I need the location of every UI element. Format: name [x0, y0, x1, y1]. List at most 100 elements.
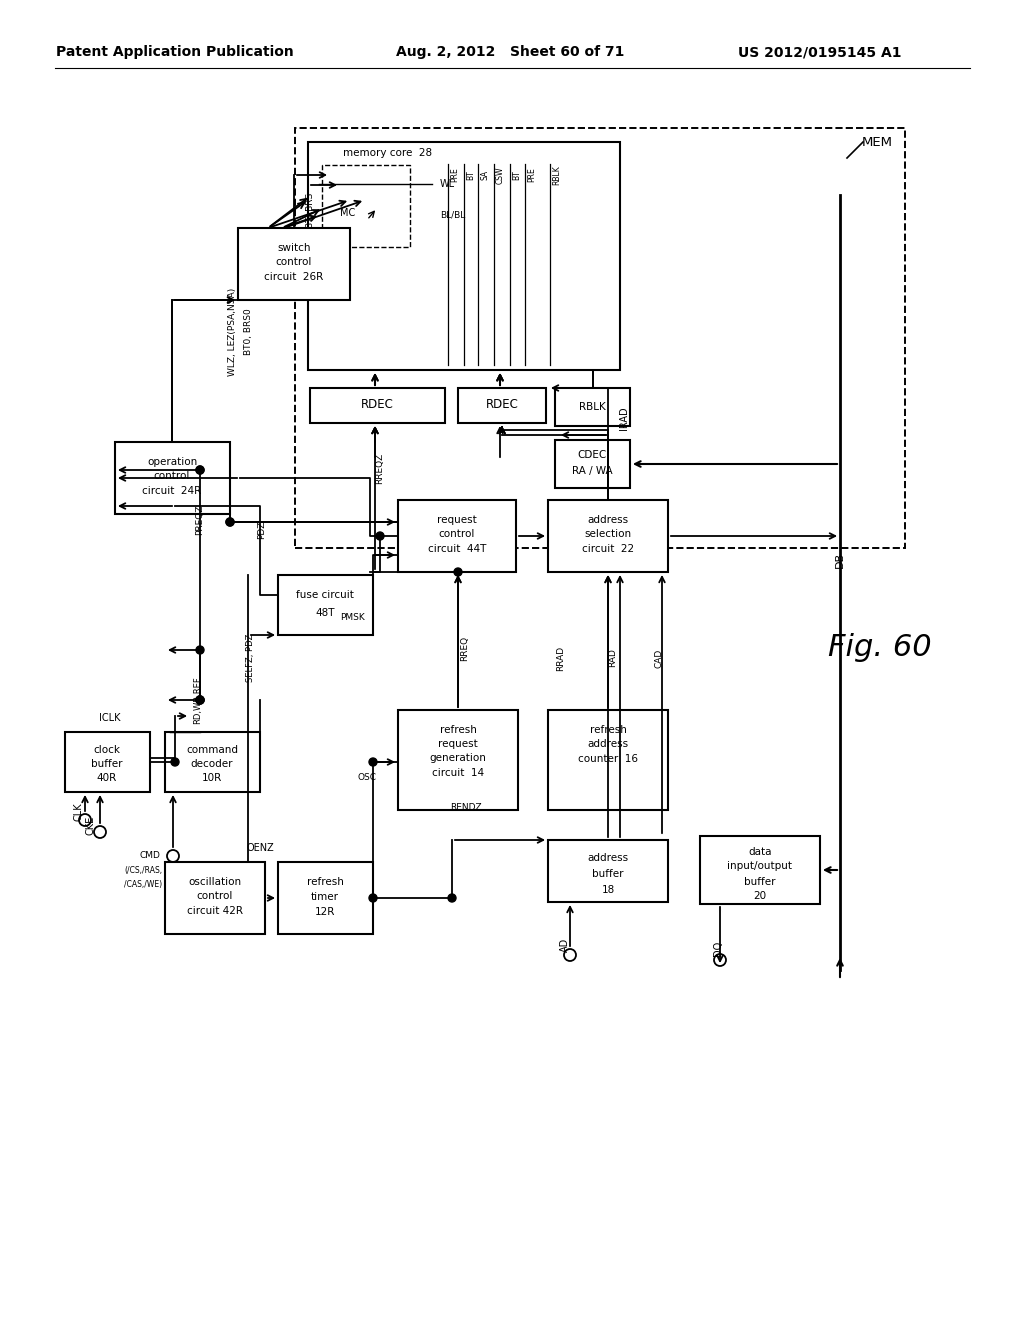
Text: CMD: CMD: [139, 851, 161, 861]
Text: BT0, BRS0: BT0, BRS0: [244, 309, 253, 355]
Circle shape: [376, 532, 384, 540]
Bar: [548, 500, 668, 572]
Circle shape: [196, 466, 204, 474]
Text: generation: generation: [429, 752, 486, 763]
Text: refresh: refresh: [306, 876, 343, 887]
Text: fuse circuit: fuse circuit: [296, 590, 354, 601]
Bar: [238, 228, 350, 300]
Circle shape: [196, 645, 204, 653]
Text: US 2012/0195145 A1: US 2012/0195145 A1: [738, 45, 902, 59]
Bar: [165, 733, 260, 792]
Bar: [548, 710, 668, 810]
Circle shape: [369, 894, 377, 902]
Text: PMSK: PMSK: [340, 612, 365, 622]
Bar: [295, 128, 905, 548]
Text: data: data: [749, 847, 772, 857]
Text: BT, BRS: BT, BRS: [305, 193, 314, 227]
Text: OSC: OSC: [358, 774, 377, 783]
Bar: [65, 733, 150, 792]
Text: 48T: 48T: [315, 609, 335, 618]
Text: DQ: DQ: [713, 940, 723, 956]
Text: input/output: input/output: [727, 861, 793, 871]
Bar: [115, 442, 230, 513]
Text: circuit 42R: circuit 42R: [187, 906, 243, 916]
Text: RD,WR,REF: RD,WR,REF: [194, 676, 203, 723]
Text: circuit  24R: circuit 24R: [142, 486, 202, 496]
Text: RBLK: RBLK: [552, 165, 561, 185]
Text: BT: BT: [512, 170, 521, 180]
Text: PREQZ: PREQZ: [196, 504, 205, 535]
Text: 40R: 40R: [97, 774, 117, 783]
Bar: [548, 840, 668, 902]
Text: CLK: CLK: [73, 803, 83, 821]
Text: decoder: decoder: [190, 759, 233, 770]
Text: buffer: buffer: [744, 876, 776, 887]
Circle shape: [449, 894, 456, 902]
Bar: [458, 388, 546, 422]
Text: WL: WL: [440, 180, 455, 189]
Text: control: control: [154, 471, 190, 480]
Text: buffer: buffer: [592, 869, 624, 879]
Text: PRE: PRE: [527, 168, 536, 182]
Text: RAD: RAD: [608, 648, 617, 668]
Text: address: address: [588, 739, 629, 748]
Text: circuit  44T: circuit 44T: [428, 544, 486, 554]
Text: circuit  26R: circuit 26R: [264, 272, 324, 282]
Text: memory core  28: memory core 28: [343, 148, 432, 158]
Text: RA / WA: RA / WA: [571, 466, 612, 477]
Text: switch: switch: [278, 243, 310, 253]
Text: MC: MC: [340, 209, 355, 218]
Text: 18: 18: [601, 884, 614, 895]
Circle shape: [196, 696, 204, 704]
Text: IRAD: IRAD: [618, 407, 629, 430]
Text: /CAS,/WE): /CAS,/WE): [124, 879, 162, 888]
Text: MEM: MEM: [861, 136, 893, 149]
Text: RDEC: RDEC: [485, 399, 518, 412]
Bar: [310, 388, 445, 422]
Circle shape: [454, 568, 462, 576]
Text: address: address: [588, 853, 629, 863]
Text: address: address: [588, 515, 629, 525]
Text: CDEC: CDEC: [578, 450, 606, 459]
Text: buffer: buffer: [91, 759, 123, 770]
Text: command: command: [186, 744, 238, 755]
Bar: [700, 836, 820, 904]
Text: circuit  14: circuit 14: [432, 768, 484, 777]
Bar: [308, 143, 620, 370]
Text: request: request: [438, 739, 478, 748]
Text: timer: timer: [311, 892, 339, 902]
Bar: [398, 500, 516, 572]
Text: circuit  22: circuit 22: [582, 544, 634, 554]
Circle shape: [226, 517, 234, 525]
Text: 20: 20: [754, 891, 767, 902]
Text: DB: DB: [835, 552, 845, 568]
Text: request: request: [437, 515, 477, 525]
Text: RDEC: RDEC: [360, 399, 393, 412]
Text: Aug. 2, 2012   Sheet 60 of 71: Aug. 2, 2012 Sheet 60 of 71: [396, 45, 625, 59]
Circle shape: [196, 696, 204, 704]
Circle shape: [196, 696, 204, 704]
Text: SA: SA: [480, 170, 489, 180]
Text: 12R: 12R: [314, 907, 335, 917]
Text: Patent Application Publication: Patent Application Publication: [56, 45, 294, 59]
Text: CSW: CSW: [496, 166, 505, 183]
Text: control: control: [197, 891, 233, 902]
Text: (/CS,/RAS,: (/CS,/RAS,: [124, 866, 162, 874]
Circle shape: [171, 758, 179, 766]
Text: PRE: PRE: [450, 168, 459, 182]
Text: PDZ: PDZ: [257, 521, 266, 539]
Circle shape: [369, 758, 377, 766]
Text: RRAD: RRAD: [556, 645, 565, 671]
Circle shape: [226, 517, 234, 525]
Bar: [165, 862, 265, 935]
Bar: [555, 440, 630, 488]
Text: WLZ, LEZ(PSA,NSA): WLZ, LEZ(PSA,NSA): [227, 288, 237, 376]
Bar: [278, 862, 373, 935]
Text: clock: clock: [93, 744, 121, 755]
Text: ICLK: ICLK: [98, 713, 120, 723]
Text: AD: AD: [560, 939, 570, 952]
Text: BT: BT: [466, 170, 475, 180]
Text: CAD: CAD: [654, 648, 663, 668]
Text: Fig. 60: Fig. 60: [828, 634, 932, 663]
Text: RREQ: RREQ: [460, 635, 469, 660]
